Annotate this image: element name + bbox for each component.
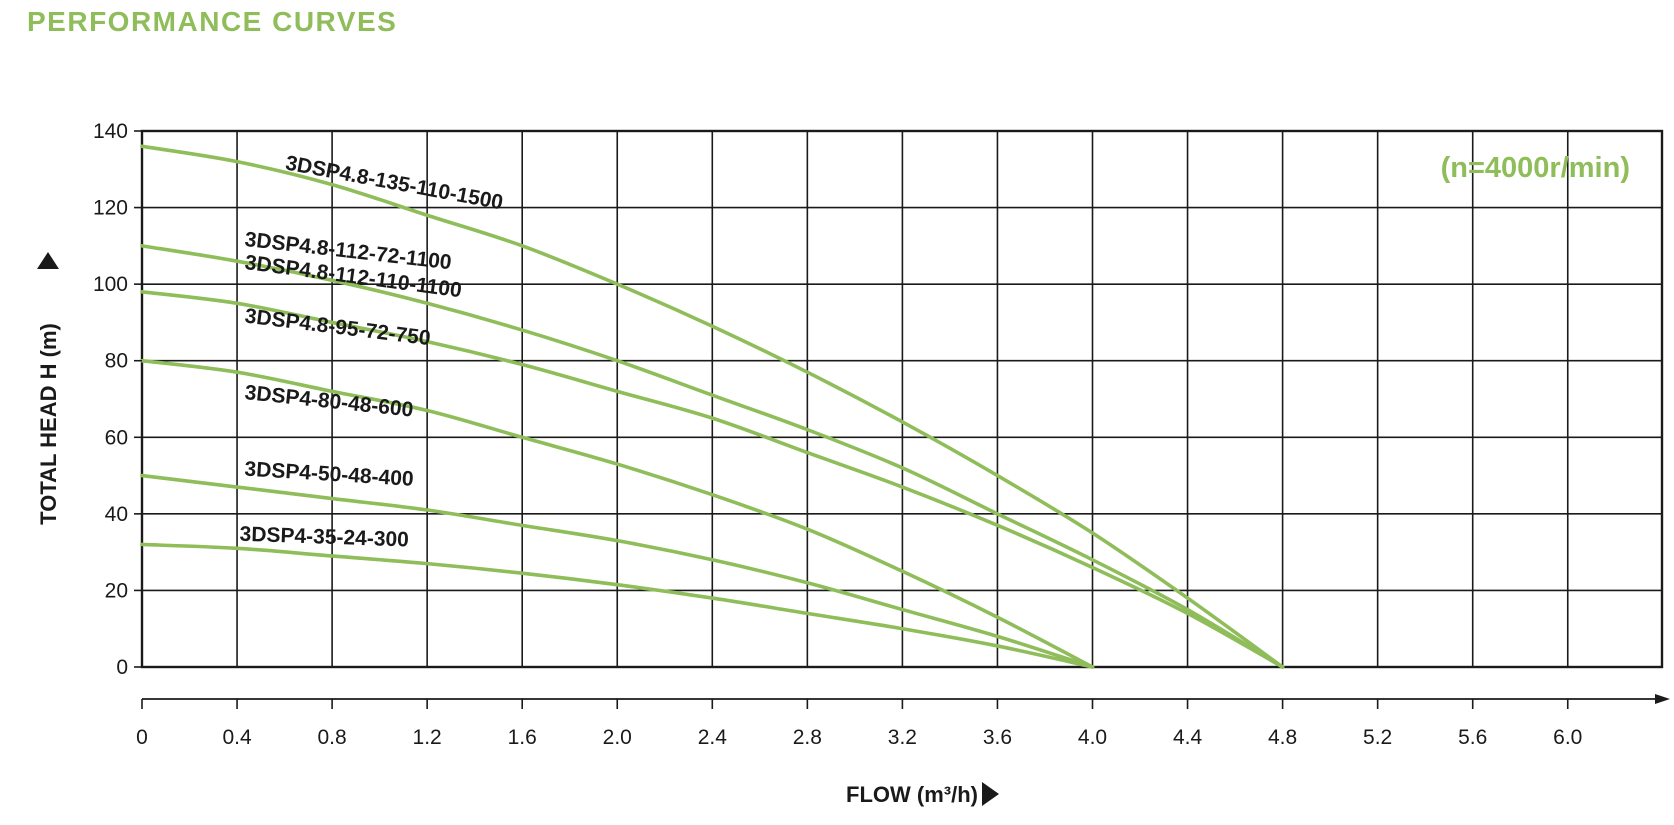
series-label-6: 3DSP4-50-48-400 (244, 458, 414, 491)
y-tick-label: 140 (93, 120, 128, 143)
series-label-7: 3DSP4-35-24-300 (239, 523, 409, 552)
series-curve-5 (140, 473, 1095, 669)
x-tick-label: 5.6 (1458, 726, 1487, 749)
x-tick-label: 2.8 (793, 726, 822, 749)
series-curve-4 (140, 358, 1095, 669)
x-tick-label: 4.4 (1173, 726, 1203, 749)
series-curve-3 (140, 290, 1285, 669)
chart-axes: 0 20 40 60 80 100 120 140 0 0.4 0.8 1.2 1.6 2.0 2.4 2.8… (93, 120, 1670, 749)
speed-annotation: (n=4000r/min) (1441, 152, 1630, 184)
y-tick-label: 120 (93, 197, 128, 220)
y-axis-title-group: TOTAL HEAD H (m) (36, 252, 61, 525)
y-tick-label: 40 (105, 503, 128, 526)
x-axis-title: FLOW (m³/h) (846, 782, 978, 807)
x-tick-label: 3.2 (888, 726, 917, 749)
x-tick-label: 6.0 (1553, 726, 1582, 749)
x-tick-label: 1.2 (413, 726, 442, 749)
x-tick-label: 5.2 (1363, 726, 1392, 749)
chart-curves (140, 144, 1285, 669)
y-tick-label: 0 (116, 656, 128, 679)
x-tick-label: 1.6 (508, 726, 537, 749)
y-tick-label: 100 (93, 273, 128, 296)
x-tick-label: 4.0 (1078, 726, 1107, 749)
x-tick-label: 0.8 (317, 726, 346, 749)
x-tick-label: 0 (136, 726, 148, 749)
y-tick-label: 20 (105, 579, 128, 602)
chart-grid (140, 129, 1664, 669)
plot-frame (140, 129, 1664, 669)
page-title: PERFORMANCE CURVES (27, 6, 398, 37)
x-axis-end-arrow-icon (1655, 694, 1670, 704)
x-tick-label: 2.0 (603, 726, 632, 749)
y-axis-title: TOTAL HEAD H (m) (36, 323, 61, 525)
series-label-4: 3DSP4.8-95-72-750 (244, 305, 432, 351)
x-tick-label: 0.4 (222, 726, 252, 749)
y-axis-arrow-icon (37, 252, 59, 269)
x-tick-label: 2.4 (698, 726, 728, 749)
series-curve-1 (140, 144, 1285, 669)
x-tick-label: 4.8 (1268, 726, 1297, 749)
x-axis-arrow-icon (982, 782, 999, 806)
series-curve-2 (140, 244, 1285, 669)
x-tick-label: 3.6 (983, 726, 1012, 749)
series-label-5: 3DSP4-80-48-600 (244, 381, 415, 422)
y-tick-label: 80 (105, 350, 128, 373)
y-tick-label: 60 (105, 426, 128, 449)
series-curve-6 (140, 542, 1095, 669)
x-axis-title-group: FLOW (m³/h) (846, 782, 999, 807)
